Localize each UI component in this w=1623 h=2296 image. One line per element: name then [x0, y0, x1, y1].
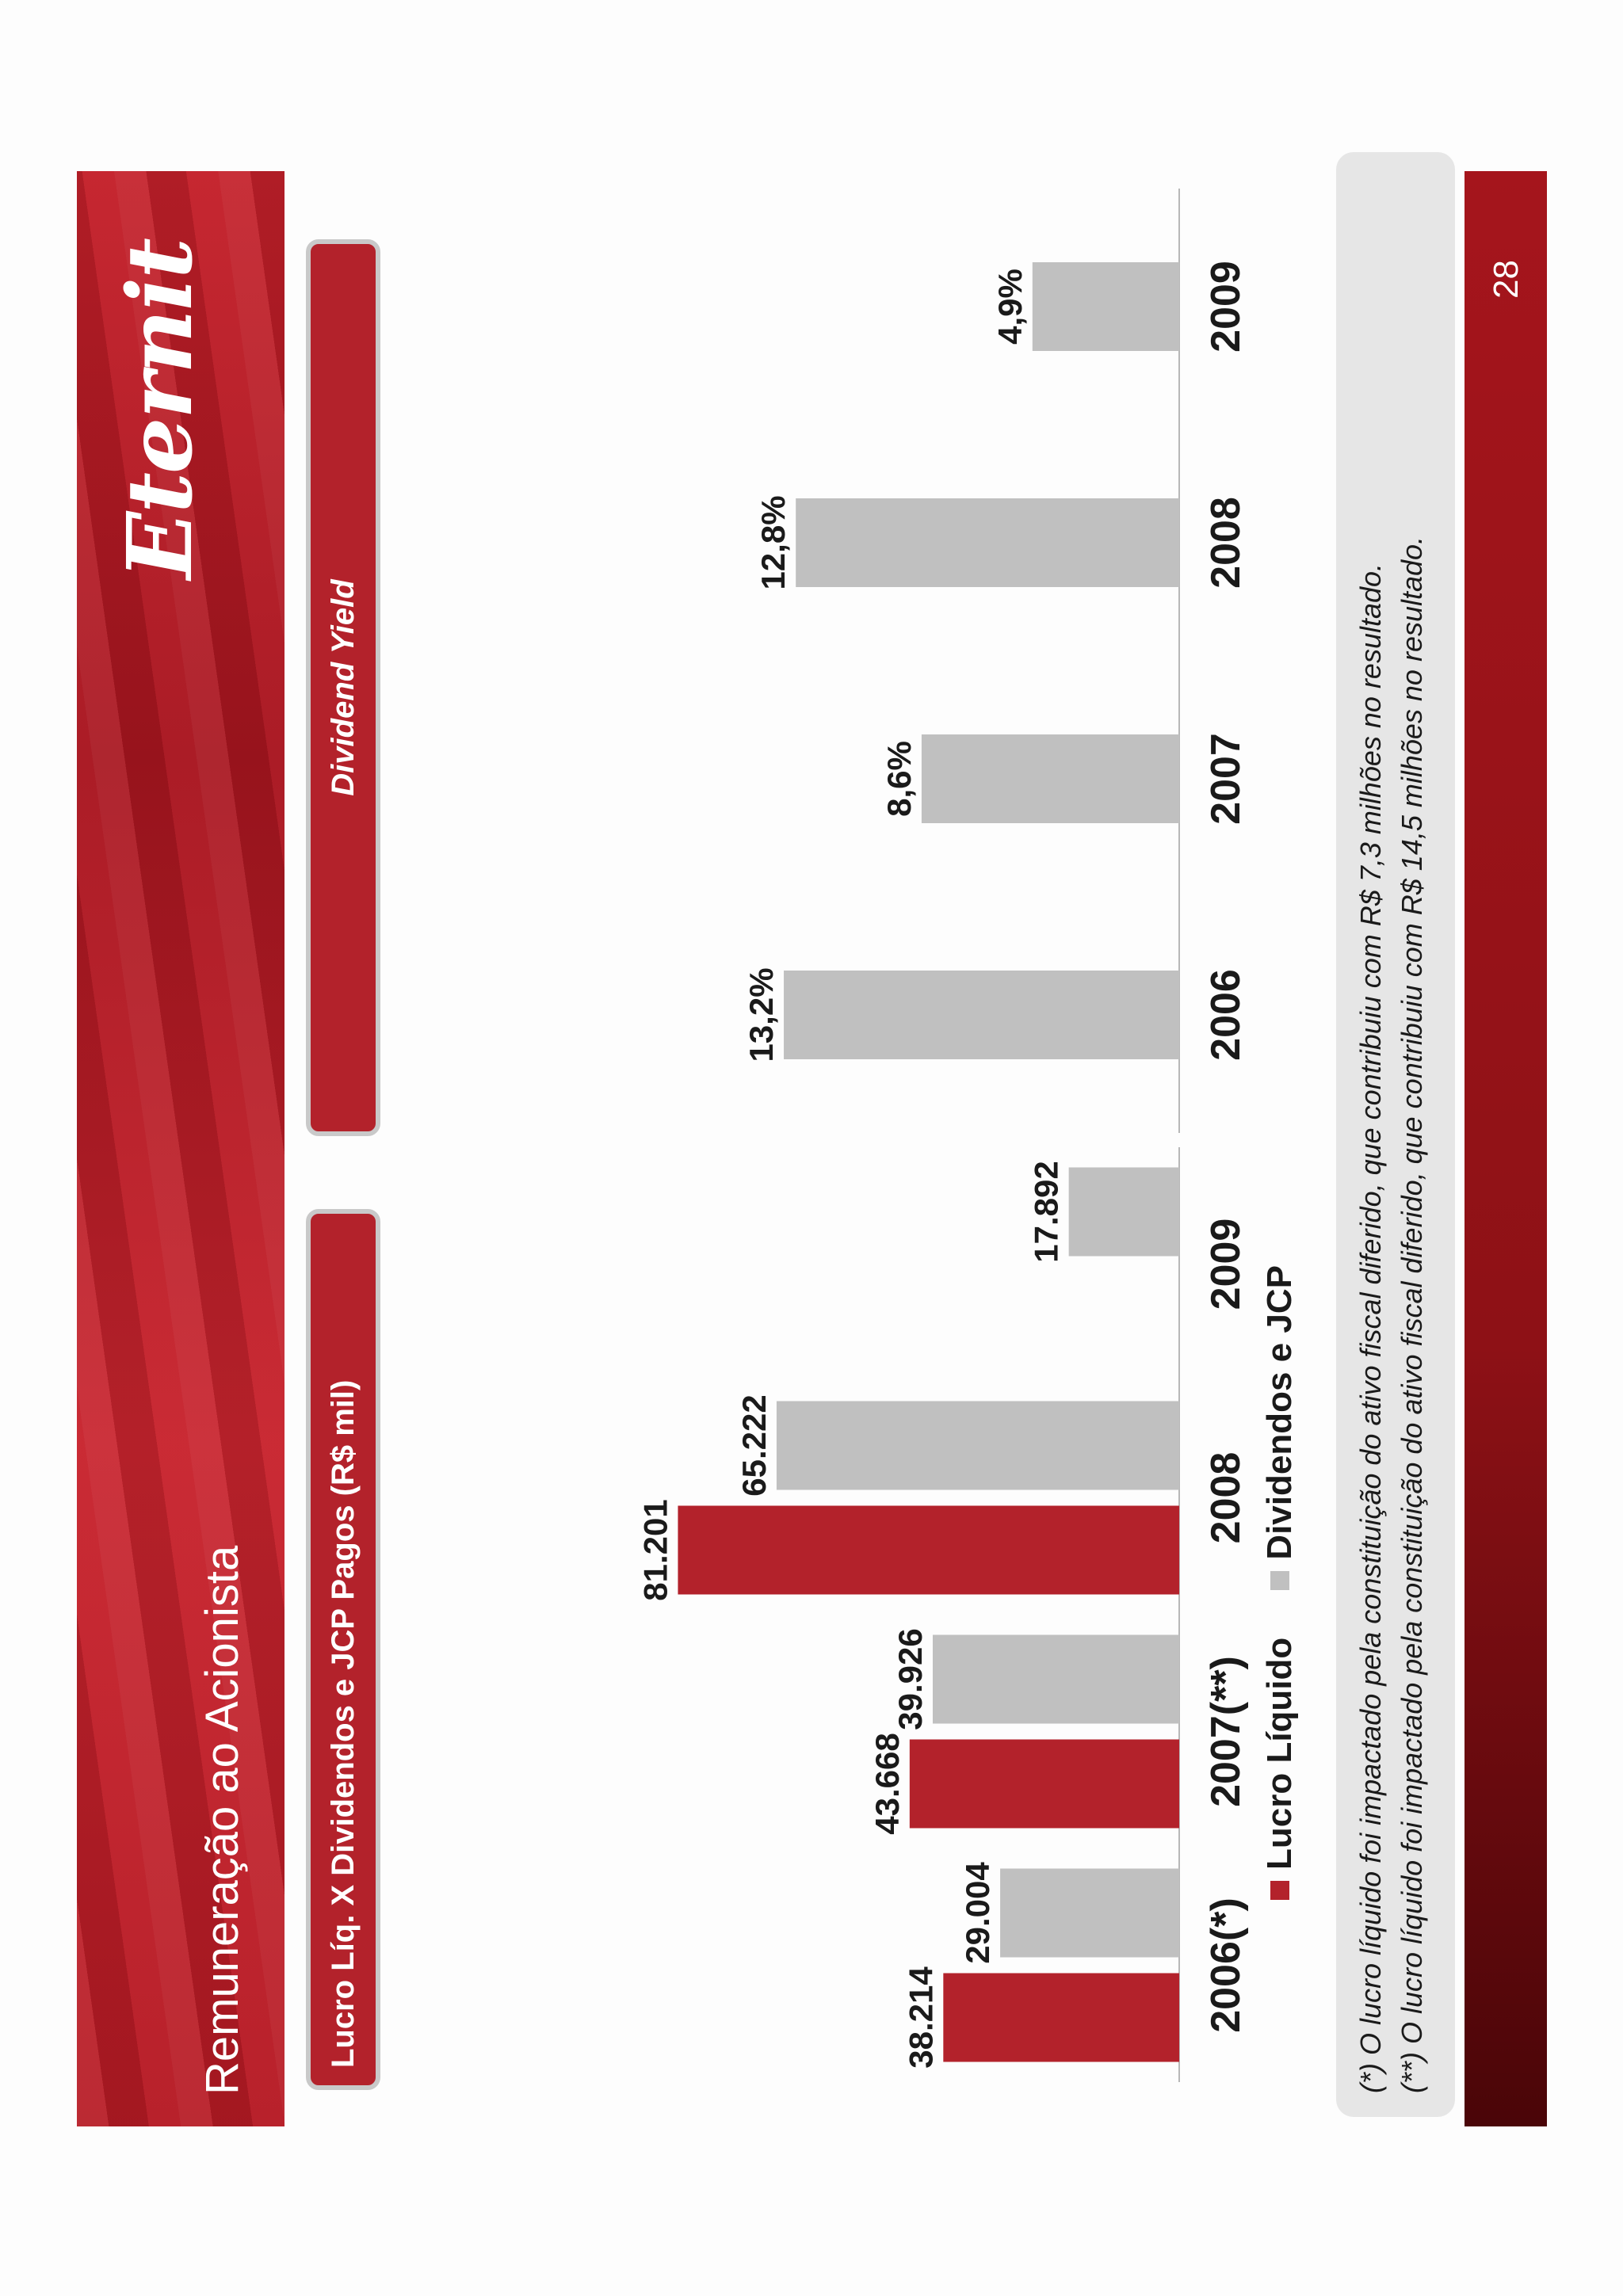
bar-yield-0-0	[784, 971, 1179, 1059]
value-label-profit-0-2: 81.201	[636, 1499, 674, 1600]
category-label-profit-2: 2008	[1203, 1452, 1249, 1544]
footnote-2: (**) O lucro líquido foi impactado pela …	[1396, 536, 1428, 2093]
value-label-yield-0-2: 12,8%	[754, 495, 792, 589]
value-label-profit-1-0: 29.004	[959, 1862, 996, 1964]
footnotes-box: (*) O lucro líquido foi impactado pela c…	[1336, 152, 1455, 2117]
category-label-profit-0: 2006(*)	[1203, 1897, 1249, 2033]
bar-yield-0-2	[796, 498, 1179, 587]
page-number: 28	[1487, 260, 1526, 299]
value-label-yield-0-1: 8,6%	[880, 741, 918, 817]
bar-profit-0-2	[678, 1505, 1179, 1595]
bar-profit-1-3	[1068, 1167, 1180, 1257]
legend-swatch-dividendos	[1270, 1570, 1289, 1590]
bar-profit-1-0	[1000, 1868, 1179, 1958]
value-label-profit-1-3: 17.892	[1028, 1161, 1065, 1262]
value-label-profit-0-1: 43.668	[869, 1733, 906, 1834]
category-label-yield-1: 2007	[1203, 733, 1249, 825]
value-label-profit-1-1: 39.926	[892, 1628, 929, 1730]
legend-swatch-lucro	[1270, 1881, 1289, 1900]
footnote-1: (*) O lucro líquido foi impactado pela c…	[1354, 563, 1387, 2093]
footer-bar: 28	[1465, 171, 1547, 2126]
value-label-profit-1-2: 65.222	[735, 1394, 773, 1496]
legend-item-dividendos: Dividendos e JCP	[1260, 1265, 1300, 1590]
value-label-yield-0-0: 13,2%	[743, 967, 780, 1062]
bar-profit-0-1	[909, 1739, 1179, 1829]
category-label-profit-1: 2007(**)	[1203, 1656, 1249, 1807]
bar-yield-0-1	[921, 734, 1180, 823]
category-label-yield-3: 2009	[1203, 261, 1249, 353]
bar-profit-0-0	[943, 1973, 1180, 2062]
category-label-yield-0: 2006	[1203, 969, 1249, 1061]
legend: Lucro Líquido Dividendos e JCP	[1260, 1265, 1300, 1900]
legend-label-dividendos: Dividendos e JCP	[1260, 1265, 1299, 1560]
value-label-yield-0-3: 4,9%	[991, 269, 1029, 345]
category-label-profit-3: 2009	[1203, 1219, 1249, 1310]
bar-profit-1-1	[932, 1634, 1179, 1724]
value-label-profit-0-0: 38.214	[902, 1966, 939, 2069]
category-label-yield-2: 2008	[1203, 497, 1249, 589]
legend-label-lucro: Lucro Líquido	[1260, 1637, 1299, 1870]
legend-item-lucro: Lucro Líquido	[1260, 1638, 1300, 1900]
bar-yield-0-3	[1032, 262, 1180, 351]
bar-profit-1-2	[776, 1401, 1179, 1490]
